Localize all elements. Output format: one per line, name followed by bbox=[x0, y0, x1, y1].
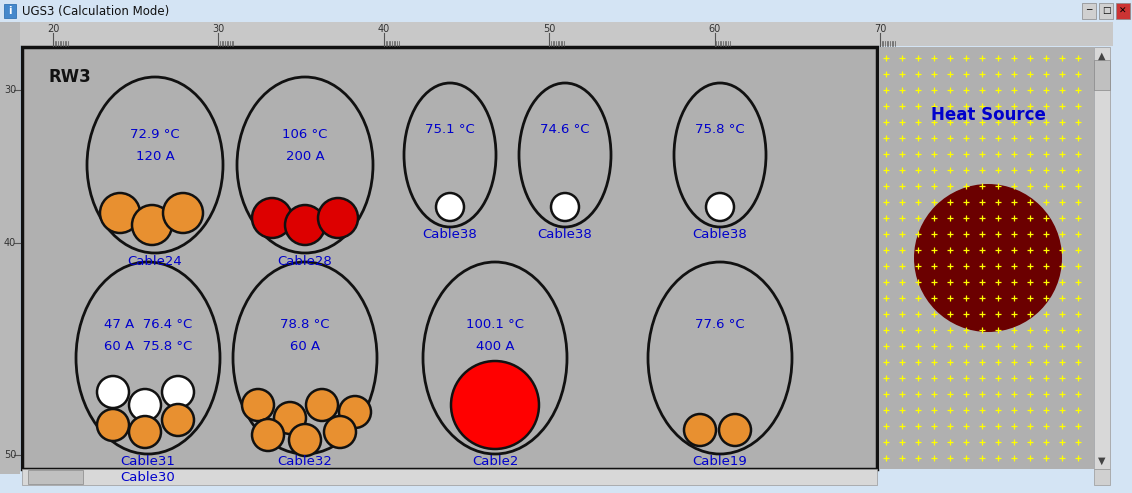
Text: 72.9 °C: 72.9 °C bbox=[130, 128, 180, 141]
Text: 50: 50 bbox=[543, 24, 556, 34]
Text: Cable31: Cable31 bbox=[121, 455, 175, 468]
Ellipse shape bbox=[237, 77, 374, 253]
Text: i: i bbox=[8, 6, 11, 16]
Text: □: □ bbox=[1101, 6, 1110, 15]
FancyBboxPatch shape bbox=[1082, 3, 1096, 19]
Text: 60 A  75.8 °C: 60 A 75.8 °C bbox=[104, 340, 192, 353]
Circle shape bbox=[324, 416, 355, 448]
Circle shape bbox=[706, 193, 734, 221]
Circle shape bbox=[162, 376, 194, 408]
Text: 75.8 °C: 75.8 °C bbox=[695, 123, 745, 136]
Circle shape bbox=[162, 404, 194, 436]
Circle shape bbox=[252, 419, 284, 451]
FancyBboxPatch shape bbox=[28, 470, 83, 484]
FancyBboxPatch shape bbox=[1094, 47, 1110, 469]
Text: 106 °C: 106 °C bbox=[282, 128, 327, 141]
Text: Cable24: Cable24 bbox=[128, 255, 182, 268]
Circle shape bbox=[684, 414, 717, 446]
Text: Cable30: Cable30 bbox=[121, 471, 175, 484]
Circle shape bbox=[129, 416, 161, 448]
FancyBboxPatch shape bbox=[5, 4, 16, 18]
Circle shape bbox=[274, 402, 306, 434]
Ellipse shape bbox=[674, 83, 766, 227]
Text: 50: 50 bbox=[3, 450, 16, 460]
Circle shape bbox=[451, 361, 539, 449]
Text: 70: 70 bbox=[874, 24, 886, 34]
Circle shape bbox=[252, 198, 292, 238]
Text: 40: 40 bbox=[3, 238, 16, 248]
Text: ✕: ✕ bbox=[1120, 6, 1126, 15]
Text: 60 A: 60 A bbox=[290, 340, 320, 353]
Circle shape bbox=[318, 198, 358, 238]
Text: Cable32: Cable32 bbox=[277, 455, 333, 468]
Circle shape bbox=[289, 424, 321, 456]
FancyBboxPatch shape bbox=[0, 22, 20, 474]
Text: Cable19: Cable19 bbox=[693, 455, 747, 468]
Text: 60: 60 bbox=[709, 24, 721, 34]
Text: 77.6 °C: 77.6 °C bbox=[695, 318, 745, 331]
Text: 30: 30 bbox=[213, 24, 224, 34]
Text: 78.8 °C: 78.8 °C bbox=[281, 318, 329, 331]
Text: ▲: ▲ bbox=[1098, 51, 1106, 61]
Text: 75.1 °C: 75.1 °C bbox=[426, 123, 475, 136]
FancyBboxPatch shape bbox=[0, 0, 1132, 22]
Circle shape bbox=[129, 389, 161, 421]
Ellipse shape bbox=[518, 83, 611, 227]
Circle shape bbox=[242, 389, 274, 421]
FancyBboxPatch shape bbox=[880, 47, 1094, 469]
Ellipse shape bbox=[87, 77, 223, 253]
Circle shape bbox=[719, 414, 751, 446]
Text: Cable28: Cable28 bbox=[277, 255, 333, 268]
Text: Cable2: Cable2 bbox=[472, 455, 518, 468]
Ellipse shape bbox=[423, 262, 567, 454]
Text: Cable38: Cable38 bbox=[538, 228, 592, 241]
Text: 20: 20 bbox=[46, 24, 59, 34]
Circle shape bbox=[338, 396, 371, 428]
Text: 74.6 °C: 74.6 °C bbox=[540, 123, 590, 136]
Text: 120 A: 120 A bbox=[136, 150, 174, 163]
Text: Heat Source: Heat Source bbox=[931, 106, 1046, 124]
Text: 40: 40 bbox=[378, 24, 389, 34]
Ellipse shape bbox=[233, 262, 377, 454]
FancyBboxPatch shape bbox=[20, 22, 1113, 46]
Circle shape bbox=[132, 205, 172, 245]
Circle shape bbox=[97, 409, 129, 441]
Ellipse shape bbox=[76, 262, 220, 454]
Text: 30: 30 bbox=[3, 85, 16, 95]
Circle shape bbox=[306, 389, 338, 421]
Circle shape bbox=[551, 193, 578, 221]
Ellipse shape bbox=[914, 184, 1062, 332]
Circle shape bbox=[100, 193, 140, 233]
Ellipse shape bbox=[648, 262, 792, 454]
Text: Cable38: Cable38 bbox=[422, 228, 478, 241]
FancyBboxPatch shape bbox=[1099, 3, 1113, 19]
FancyBboxPatch shape bbox=[22, 469, 877, 485]
FancyBboxPatch shape bbox=[1116, 3, 1130, 19]
Circle shape bbox=[97, 376, 129, 408]
Text: 47 A  76.4 °C: 47 A 76.4 °C bbox=[104, 318, 192, 331]
Text: 400 A: 400 A bbox=[475, 340, 514, 353]
Text: ▼: ▼ bbox=[1098, 456, 1106, 466]
Ellipse shape bbox=[404, 83, 496, 227]
Circle shape bbox=[285, 205, 325, 245]
Text: 200 A: 200 A bbox=[285, 150, 324, 163]
Text: RW3: RW3 bbox=[48, 68, 91, 86]
FancyBboxPatch shape bbox=[1094, 60, 1110, 90]
Text: Cable38: Cable38 bbox=[693, 228, 747, 241]
FancyBboxPatch shape bbox=[22, 47, 877, 469]
Text: UGS3 (Calculation Mode): UGS3 (Calculation Mode) bbox=[22, 4, 170, 17]
Circle shape bbox=[436, 193, 464, 221]
FancyBboxPatch shape bbox=[1094, 469, 1110, 485]
Text: 100.1 °C: 100.1 °C bbox=[466, 318, 524, 331]
Circle shape bbox=[163, 193, 203, 233]
Text: ─: ─ bbox=[1087, 6, 1091, 15]
